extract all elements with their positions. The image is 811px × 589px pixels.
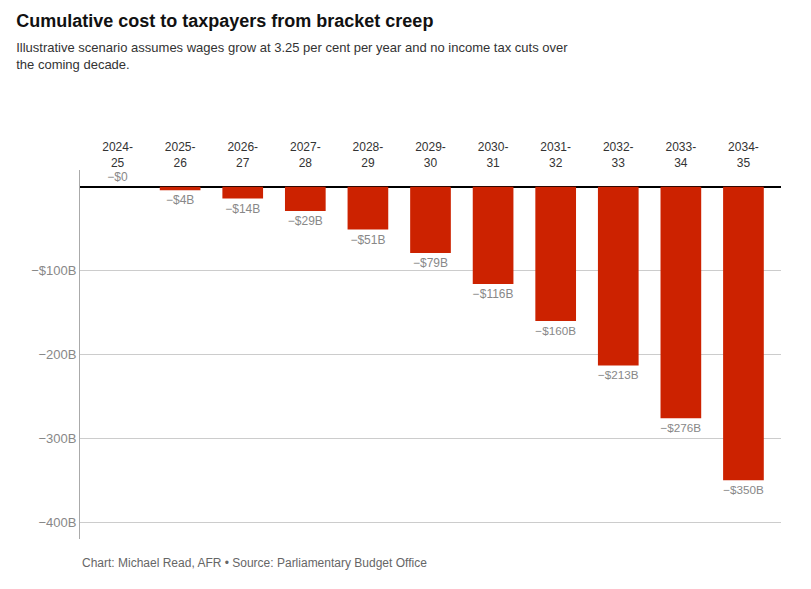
svg-text:2033-34: 2033-34	[666, 140, 697, 170]
svg-text:2031-32: 2031-32	[540, 140, 571, 170]
svg-text:2029-30: 2029-30	[415, 140, 446, 170]
svg-text:2025-26: 2025-26	[165, 140, 196, 170]
svg-text:2032-33: 2032-33	[603, 140, 634, 170]
svg-text:Illustrative scenario assumes: Illustrative scenario assumes wages grow…	[16, 40, 568, 72]
svg-text:Cumulative cost to taxpayers f: Cumulative cost to taxpayers from bracke…	[16, 11, 433, 31]
svg-text:−$79B: −$79B	[413, 256, 448, 270]
svg-text:2034-35: 2034-35	[728, 140, 759, 170]
svg-text:−400B: −400B	[38, 515, 76, 530]
svg-text:−$0: −$0	[107, 170, 128, 184]
svg-text:2027-28: 2027-28	[290, 140, 321, 170]
svg-text:−$51B: −$51B	[350, 233, 385, 247]
svg-text:−$100B: −$100B	[31, 263, 76, 278]
svg-text:−200B: −200B	[38, 347, 76, 362]
svg-text:−300B: −300B	[38, 431, 76, 446]
svg-text:−$276B: −$276B	[661, 421, 702, 434]
svg-text:−$14B: −$14B	[225, 202, 260, 216]
svg-text:−$160B: −$160B	[535, 324, 576, 337]
svg-text:−$213B: −$213B	[598, 368, 639, 381]
svg-text:2024-25: 2024-25	[102, 140, 133, 170]
svg-text:2028-29: 2028-29	[353, 140, 384, 170]
svg-text:2030-31: 2030-31	[478, 140, 509, 170]
svg-text:−$116B: −$116B	[473, 287, 514, 301]
svg-text:Chart: Michael Read, AFR • Sou: Chart: Michael Read, AFR • Source: Parli…	[82, 556, 427, 570]
svg-text:−$350B: −$350B	[723, 483, 764, 496]
svg-text:2026-27: 2026-27	[227, 140, 258, 170]
svg-text:−$4B: −$4B	[166, 193, 194, 207]
svg-text:−$29B: −$29B	[288, 214, 323, 228]
